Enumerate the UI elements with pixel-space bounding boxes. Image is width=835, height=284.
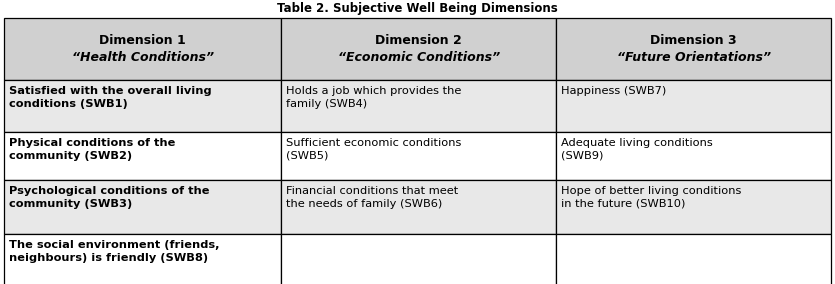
Bar <box>4 234 281 284</box>
Bar <box>281 180 556 234</box>
Bar <box>556 234 831 284</box>
Text: Holds a job which provides the
family (SWB4): Holds a job which provides the family (S… <box>286 86 462 109</box>
Bar <box>556 180 831 234</box>
Text: Dimension 2: Dimension 2 <box>376 34 462 47</box>
Bar <box>4 18 281 80</box>
Bar <box>281 132 556 180</box>
Text: Psychological conditions of the
community (SWB3): Psychological conditions of the communit… <box>9 186 210 209</box>
Bar <box>281 80 556 132</box>
Text: “Future Orientations”: “Future Orientations” <box>617 51 771 64</box>
Text: Table 2. Subjective Well Being Dimensions: Table 2. Subjective Well Being Dimension… <box>277 2 558 15</box>
Bar <box>281 18 556 80</box>
Text: “Health Conditions”: “Health Conditions” <box>72 51 214 64</box>
Bar <box>4 180 281 234</box>
Bar <box>4 80 281 132</box>
Bar <box>556 132 831 180</box>
Text: Dimension 1: Dimension 1 <box>99 34 186 47</box>
Text: Hope of better living conditions
in the future (SWB10): Hope of better living conditions in the … <box>561 186 741 209</box>
Bar <box>4 132 281 180</box>
Bar <box>556 18 831 80</box>
Text: Happiness (SWB7): Happiness (SWB7) <box>561 86 666 96</box>
Text: Financial conditions that meet
the needs of family (SWB6): Financial conditions that meet the needs… <box>286 186 458 209</box>
Text: Satisfied with the overall living
conditions (SWB1): Satisfied with the overall living condit… <box>9 86 211 109</box>
Text: The social environment (friends,
neighbours) is friendly (SWB8): The social environment (friends, neighbo… <box>9 240 220 263</box>
Text: Sufficient economic conditions
(SWB5): Sufficient economic conditions (SWB5) <box>286 138 462 161</box>
Text: Dimension 3: Dimension 3 <box>650 34 737 47</box>
Bar <box>556 80 831 132</box>
Text: “Economic Conditions”: “Economic Conditions” <box>337 51 500 64</box>
Text: Adequate living conditions
(SWB9): Adequate living conditions (SWB9) <box>561 138 713 161</box>
Bar <box>281 234 556 284</box>
Text: Physical conditions of the
community (SWB2): Physical conditions of the community (SW… <box>9 138 175 161</box>
